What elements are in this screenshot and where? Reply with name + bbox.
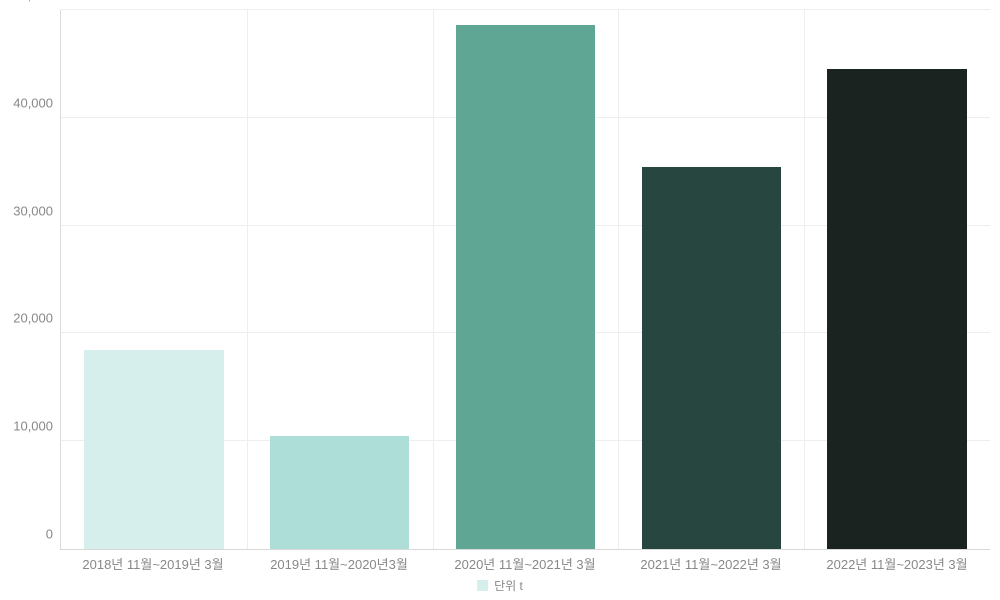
plot-area: 010,00020,00030,00040,00050,000 xyxy=(60,10,990,550)
gridline-v xyxy=(433,10,434,549)
bar xyxy=(270,436,409,549)
x-tick-label: 2018년 11월~2019년 3월 xyxy=(82,554,223,573)
y-tick-label: 0 xyxy=(46,527,53,542)
bar xyxy=(642,167,781,549)
x-tick-label: 2022년 11월~2023년 3월 xyxy=(826,554,967,573)
bar-chart: 010,00020,00030,00040,00050,000 2018년 11… xyxy=(0,0,1000,600)
x-tick-label: 2021년 11월~2022년 3월 xyxy=(640,554,781,573)
y-tick-label: 20,000 xyxy=(13,311,53,326)
gridline-v xyxy=(804,10,805,549)
x-tick-label: 2020년 11월~2021년 3월 xyxy=(454,554,595,573)
y-tick-label: 30,000 xyxy=(13,203,53,218)
legend-label: 단위 t xyxy=(494,577,523,594)
gridline-h xyxy=(61,9,990,10)
y-tick-label: 10,000 xyxy=(13,419,53,434)
y-tick-label: 50,000 xyxy=(13,0,53,3)
legend-swatch xyxy=(477,580,488,591)
x-axis-labels: 2018년 11월~2019년 3월 2019년 11월~2020년3월 2020년… xyxy=(60,554,990,572)
legend: 단위 t xyxy=(477,577,523,594)
bar xyxy=(84,350,223,549)
gridline-v xyxy=(247,10,248,549)
x-tick-label: 2019년 11월~2020년3월 xyxy=(270,554,408,573)
bar xyxy=(456,25,595,549)
bar xyxy=(827,69,966,549)
y-tick-label: 40,000 xyxy=(13,95,53,110)
gridline-v xyxy=(618,10,619,549)
